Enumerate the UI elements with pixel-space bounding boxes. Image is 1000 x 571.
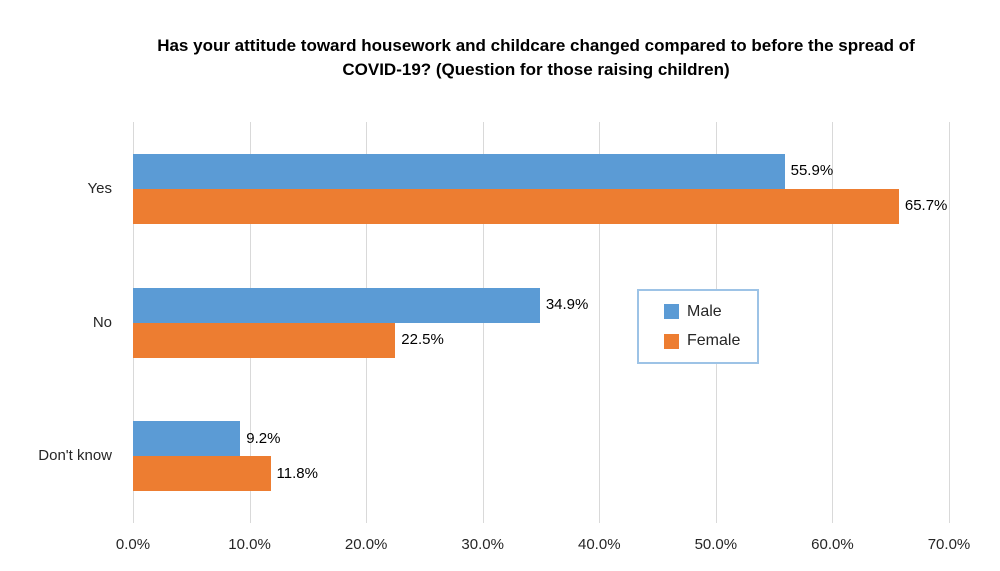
gridline <box>949 122 950 523</box>
x-tick-label: 50.0% <box>694 536 738 553</box>
x-tick-label: 30.0% <box>461 536 504 553</box>
category-label: Don't know <box>38 447 112 465</box>
x-tick-label: 70.0% <box>927 536 971 553</box>
legend-label-male: Male <box>687 302 722 320</box>
plot-area: 55.9% 65.7% 34.9% 22.5% 9.2% 11.8% <box>133 122 950 523</box>
legend-label-female: Female <box>687 332 741 350</box>
bar-female-2 <box>133 456 271 492</box>
data-label: 22.5% <box>401 331 444 348</box>
x-tick-label: 10.0% <box>228 536 271 553</box>
data-label: 65.7% <box>904 197 948 215</box>
bar-female-1 <box>133 322 396 358</box>
x-tick-label: 40.0% <box>578 536 621 553</box>
female-series-swatch <box>664 333 679 349</box>
male-series-swatch <box>664 304 679 320</box>
x-tick-label: 20.0% <box>344 536 388 553</box>
chart-title: Has your attitude toward housework and c… <box>157 36 915 79</box>
x-tick-label: 60.0% <box>811 536 854 553</box>
bar-female-0 <box>133 188 899 224</box>
data-label: 11.8% <box>276 464 318 482</box>
bar-male-0 <box>133 153 785 189</box>
data-label: 55.9% <box>790 162 834 180</box>
gridline <box>832 122 834 523</box>
bar-male-2 <box>133 421 241 457</box>
data-label: 34.9% <box>545 296 589 313</box>
data-label: 9.2% <box>246 429 281 447</box>
category-label: No <box>92 313 112 331</box>
gridline <box>482 122 484 523</box>
legend: Male Female <box>637 289 759 364</box>
category-label: Yes <box>87 179 112 197</box>
legend-entry-male: Male <box>664 303 757 321</box>
legend-entry-female: Female <box>664 332 757 350</box>
x-tick-label: 0.0% <box>115 536 151 553</box>
gridline <box>599 122 601 523</box>
bar-male-1 <box>133 287 540 323</box>
